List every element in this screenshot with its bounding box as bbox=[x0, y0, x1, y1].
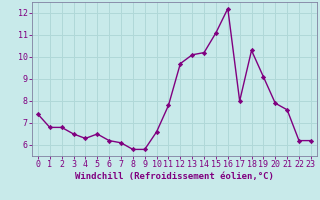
X-axis label: Windchill (Refroidissement éolien,°C): Windchill (Refroidissement éolien,°C) bbox=[75, 172, 274, 181]
